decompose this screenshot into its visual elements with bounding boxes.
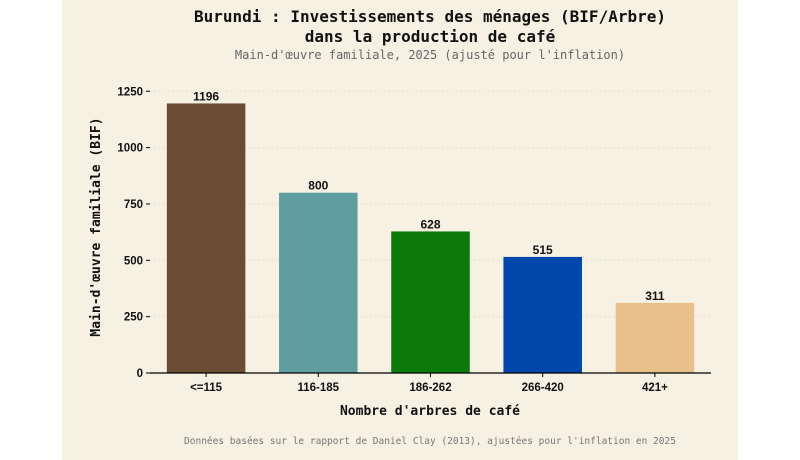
bar-2	[279, 192, 358, 373]
y-tick-label: 1250	[117, 86, 143, 98]
chart-subtitle: Main-d'œuvre familiale, 2025 (ajusté pou…	[235, 48, 625, 62]
y-tick-label: 250	[124, 312, 143, 324]
bar-5	[615, 302, 695, 373]
y-tick-label: 500	[124, 255, 143, 267]
chart-title-line1: Burundi : Investissements des ménages (B…	[194, 7, 666, 26]
bar-value-label: 311	[645, 289, 665, 303]
y-tick-label: 1000	[117, 143, 143, 155]
bar-value-label: 515	[533, 243, 553, 257]
bar-value-label: 1196	[193, 89, 219, 103]
bar-value-label: 800	[308, 179, 328, 193]
x-tick-label: 421+	[642, 382, 668, 394]
x-tick-label: <=115	[190, 382, 223, 394]
bar-4	[503, 256, 582, 373]
x-tick-label: 116-185	[298, 382, 340, 394]
y-axis-label: Main-d'œuvre familiale (BIF)	[89, 117, 104, 336]
bar-1	[166, 103, 246, 373]
x-axis-ticks: <=115 116-185 186-262 266-420 421+	[190, 373, 668, 394]
bar-3	[391, 231, 470, 373]
y-axis-ticks: 0 250 500 750 1000 1250	[117, 86, 150, 380]
chart-caption: Données basées sur le rapport de Daniel …	[184, 436, 676, 447]
bar-value-label: 628	[420, 217, 440, 231]
x-tick-label: 186-262	[409, 382, 451, 394]
x-tick-label: 266-420	[522, 382, 564, 394]
x-axis-label: Nombre d'arbres de café	[340, 404, 520, 419]
y-tick-label: 750	[124, 199, 143, 211]
bars	[166, 103, 695, 373]
chart-title-line2: dans la production de café	[305, 27, 555, 46]
y-tick-label: 0	[137, 368, 143, 380]
bar-value-labels: 1196 800 628 515 311	[193, 89, 665, 302]
